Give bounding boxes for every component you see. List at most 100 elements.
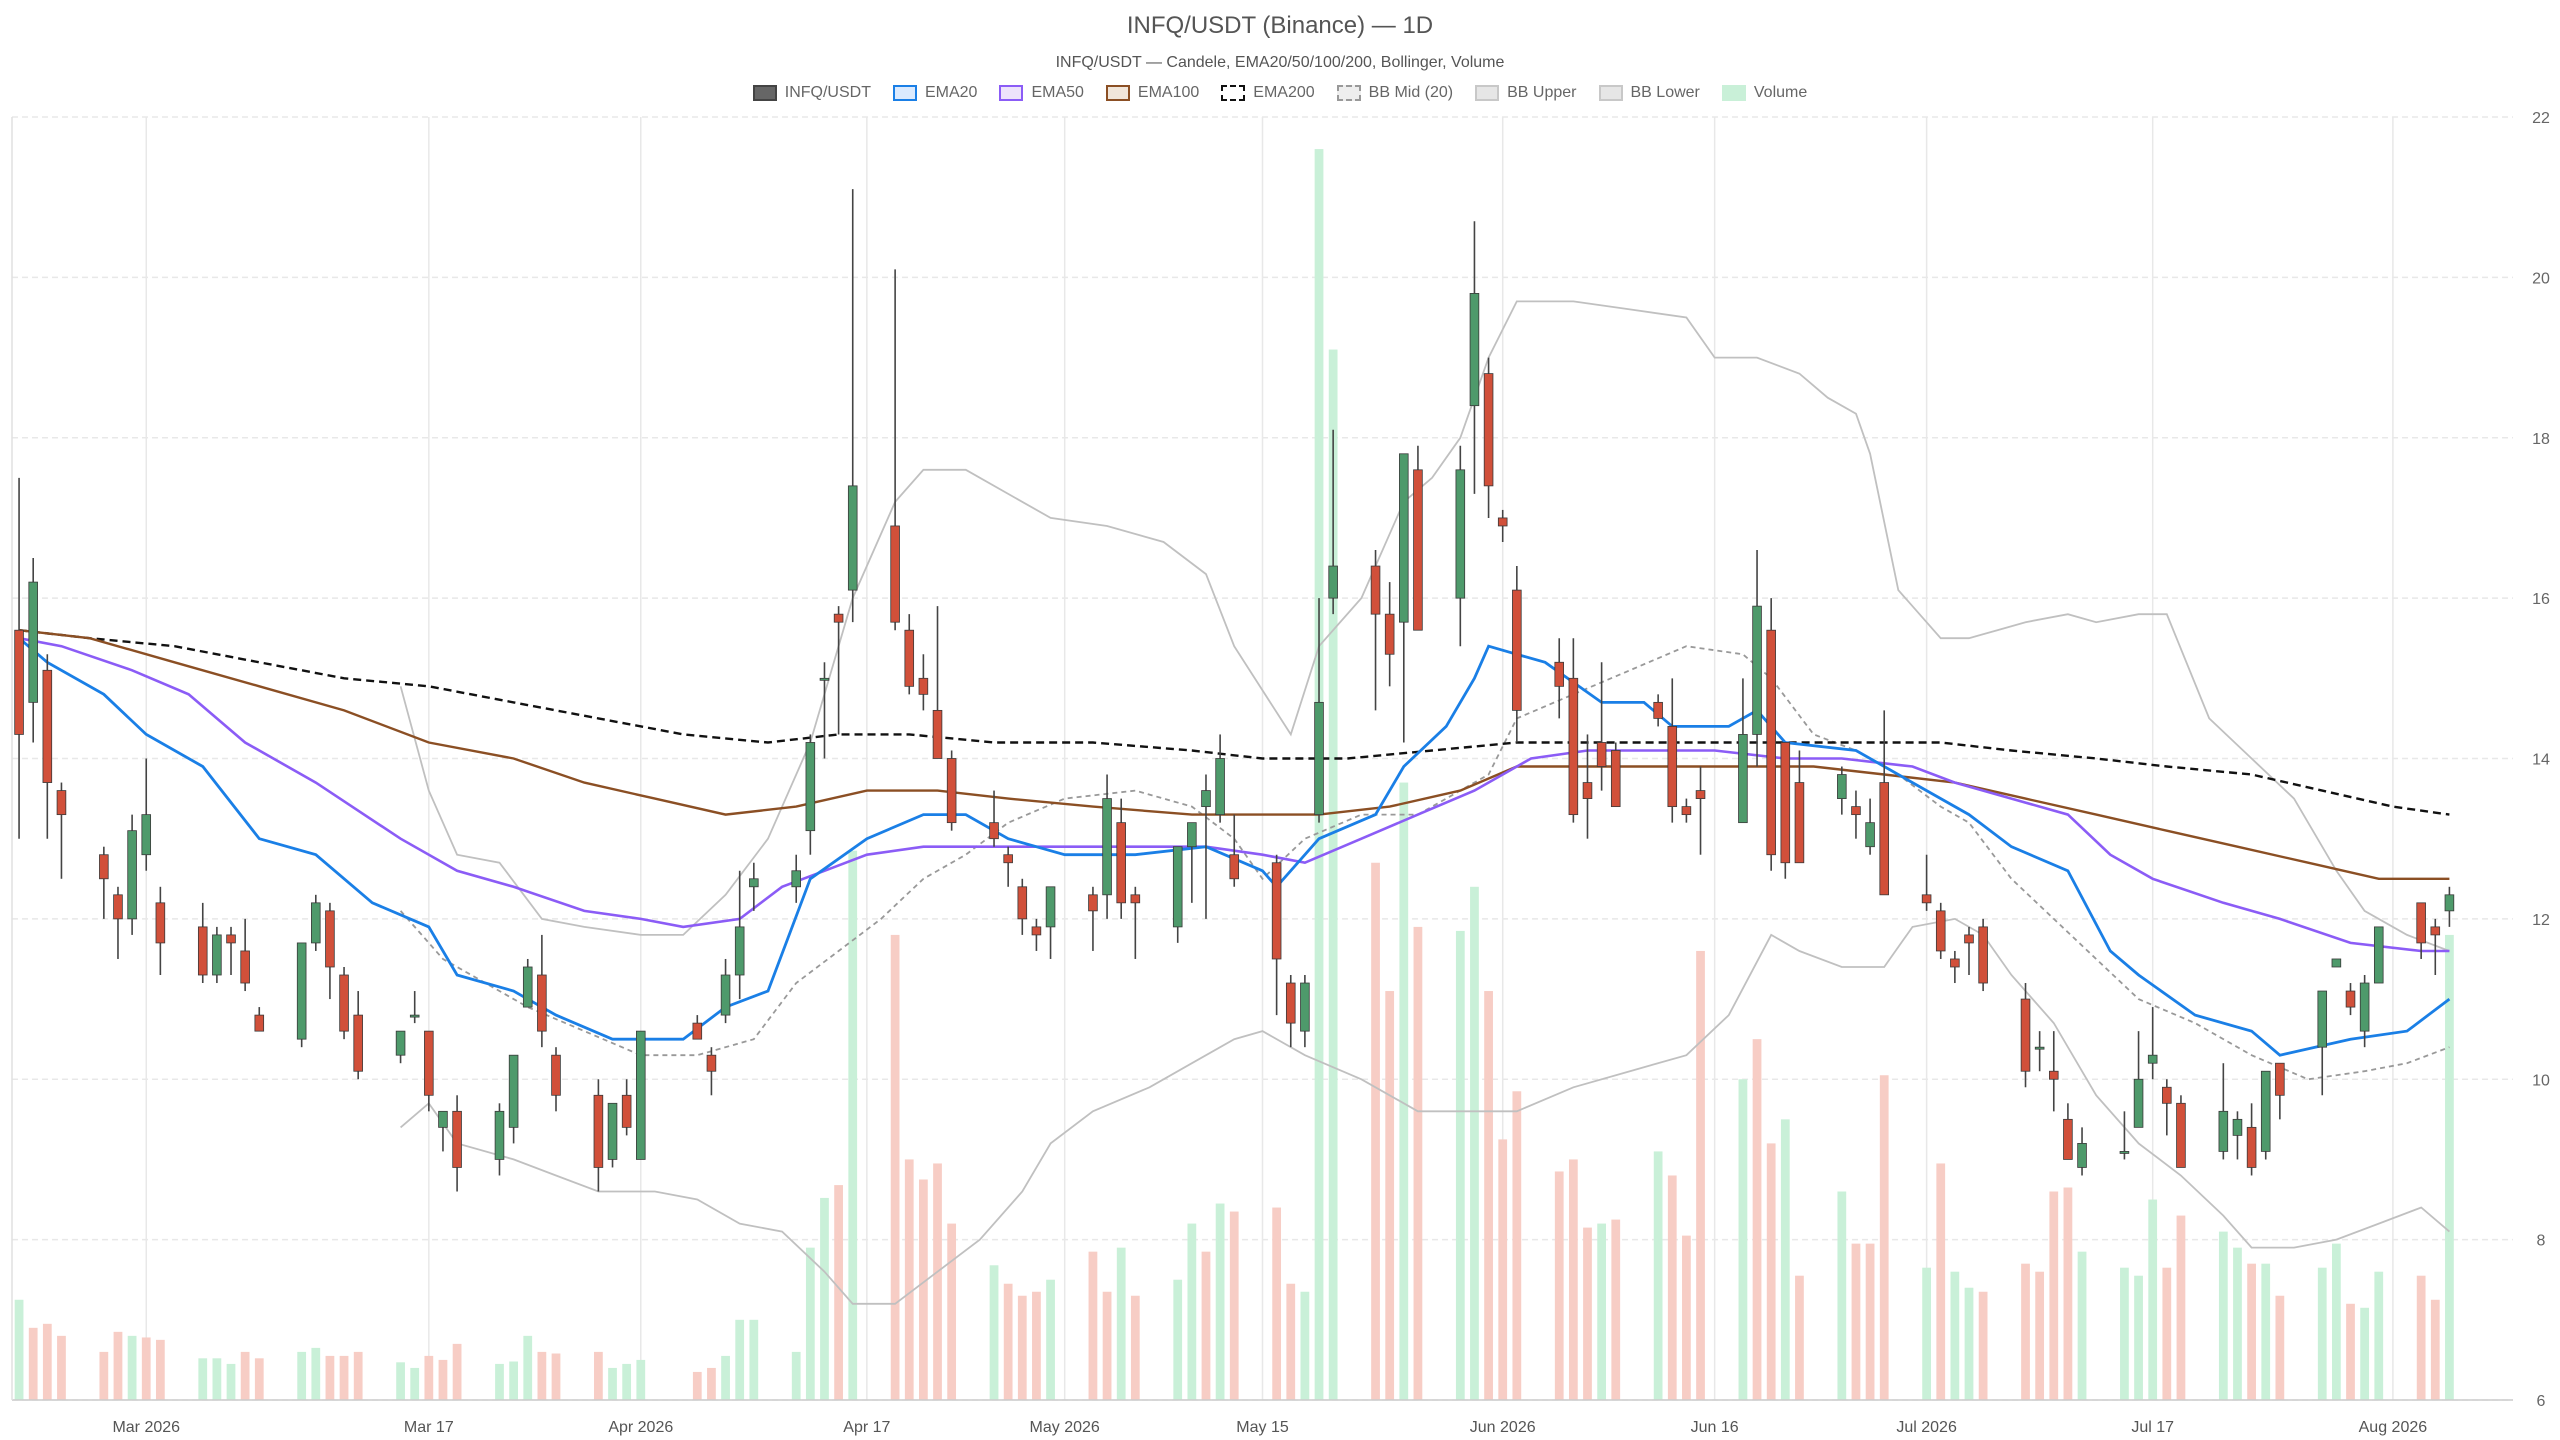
candle (99, 846, 109, 919)
legend-swatch (892, 85, 917, 101)
candle-body (2444, 894, 2455, 912)
volume-bar (2120, 1267, 2129, 1400)
candle-body (2246, 1126, 2257, 1168)
candle-body (2275, 1062, 2285, 1096)
candle-body (1285, 982, 1296, 1024)
volume-bar (834, 1185, 843, 1400)
candle (438, 1110, 448, 1152)
volume-bar (1229, 1211, 1239, 1400)
volume-bar (1978, 1291, 1988, 1400)
candle (2232, 1111, 2243, 1160)
ema20-line (18, 637, 2451, 1057)
volume-bar (212, 1358, 222, 1400)
candle (2162, 1079, 2172, 1136)
volume-bar (1766, 1143, 1776, 1400)
candle-body (2317, 990, 2328, 1048)
x-tick-label: May 2026 (1030, 1419, 1100, 1436)
candle (2020, 983, 2031, 1088)
volume-bar (848, 850, 858, 1400)
candle-body (1399, 453, 1409, 623)
legend-item[interactable]: BB Lower (1598, 84, 1700, 102)
candle (2246, 1103, 2257, 1176)
candle-body (2133, 1078, 2144, 1128)
legend-label: EMA200 (1253, 84, 1315, 101)
volume-bar (1173, 1279, 1183, 1400)
volume-bar (2430, 1299, 2440, 1400)
candle-body (2063, 1118, 2073, 1160)
volume-bar (396, 1362, 405, 1400)
candle (1610, 742, 1621, 808)
candle (1738, 678, 1748, 824)
volume-bar (919, 1179, 928, 1400)
candle-body (1300, 982, 1310, 1032)
legend-item[interactable]: EMA200 (1221, 84, 1315, 102)
candle (1469, 221, 1480, 494)
candle-body (1964, 934, 1974, 944)
candle-body (1695, 790, 1706, 799)
volume-bar (1201, 1251, 1211, 1400)
candle (2133, 1031, 2144, 1128)
legend-item[interactable]: INFQ/USDT (752, 84, 871, 102)
candle-body (2430, 926, 2441, 936)
candle-body (1681, 806, 1692, 816)
candle (1554, 638, 1565, 719)
ema200-line (18, 629, 2450, 816)
candle (1653, 694, 1663, 727)
candle (522, 958, 533, 1008)
candle-body (791, 870, 801, 888)
x-tick-label: Mar 17 (404, 1419, 454, 1436)
volume-bar (933, 1163, 942, 1400)
candle-body (918, 677, 929, 695)
legend-label: EMA20 (924, 84, 978, 101)
candle-body (904, 629, 915, 687)
candle (197, 902, 208, 984)
x-tick-label: Jul 2026 (1896, 1419, 1957, 1436)
volume-bar (28, 1327, 38, 1400)
candle-body (1469, 293, 1480, 407)
legend-item[interactable]: EMA100 (1105, 84, 1199, 102)
legend-item[interactable]: BB Mid (20) (1336, 84, 1453, 102)
legend-swatch (1721, 85, 1746, 101)
candle-body (56, 790, 67, 816)
candle-body (212, 934, 222, 976)
candle (2275, 1062, 2285, 1120)
candle-body (1837, 774, 1847, 799)
x-tick-label: Jul 17 (2131, 1419, 2174, 1436)
candle (2444, 886, 2455, 927)
candle-body (99, 854, 109, 880)
candle (1328, 429, 1338, 615)
candle (339, 966, 349, 1040)
candle-body (1738, 734, 1748, 824)
candle (1031, 918, 1042, 951)
candle-body (2359, 982, 2370, 1032)
candle-body (607, 1102, 618, 1160)
candle-body (989, 822, 999, 840)
candle-body (311, 902, 321, 944)
volume-bar (1653, 1151, 1663, 1400)
candle-body (155, 902, 166, 944)
axes-layer: 6 8 10 12 14 16 18 20 22 Mar 2026 Mar 17 Apr 2026 Ap… (11, 110, 2550, 1436)
candle (141, 758, 152, 871)
volume-bar (749, 1319, 759, 1400)
candle (1088, 886, 1098, 951)
chart-title: INFQ/USDT (Binance) — 1D (1126, 12, 1434, 39)
candle (2345, 983, 2356, 1016)
candle-body (1766, 629, 1776, 856)
volume-bar (113, 1331, 123, 1400)
legend-item[interactable]: Volume (1721, 84, 1807, 102)
legend-item[interactable]: BB Upper (1475, 84, 1577, 102)
legend-item[interactable]: EMA20 (892, 84, 978, 102)
candle (706, 1047, 717, 1096)
legend-swatch (1598, 85, 1623, 101)
candle-body (593, 1094, 604, 1168)
legend-label: BB Lower (1630, 84, 1700, 101)
legend-item[interactable]: EMA50 (999, 84, 1084, 102)
candle-body (2232, 1118, 2243, 1136)
volume-bar (707, 1367, 716, 1400)
candle-body (2176, 1102, 2186, 1168)
candle (1455, 445, 1466, 647)
y-tick-label: 6 (2537, 1393, 2546, 1410)
candle (1695, 766, 1706, 855)
candle (734, 870, 745, 1000)
candle-body (141, 814, 152, 856)
